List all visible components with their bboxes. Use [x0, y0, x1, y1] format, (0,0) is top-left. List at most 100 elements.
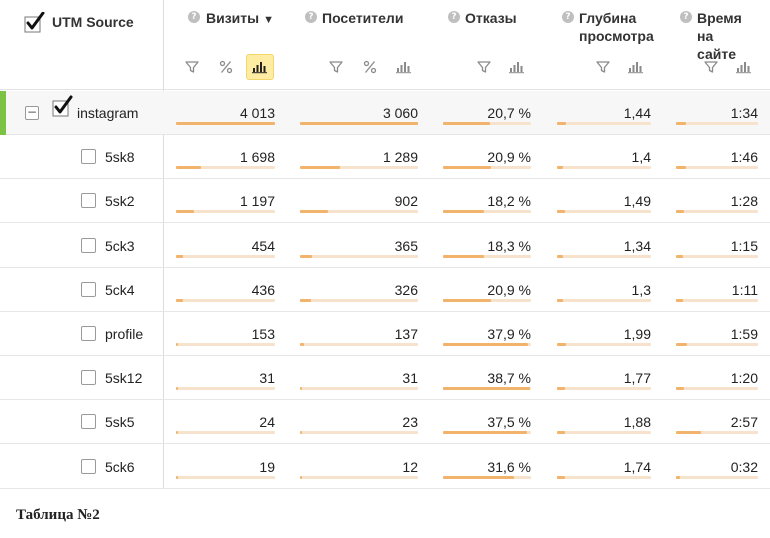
- bar-chart-icon[interactable]: [622, 54, 650, 80]
- utm-source-label[interactable]: 5ck4: [105, 282, 135, 298]
- row-checkbox[interactable]: [81, 370, 96, 385]
- metric-bar: [443, 387, 531, 390]
- row-checkbox[interactable]: [81, 326, 96, 341]
- metric-bar: [443, 343, 531, 346]
- metric-bar: [557, 255, 651, 258]
- sort-desc-icon[interactable]: ▼: [263, 14, 274, 26]
- percent-icon[interactable]: [212, 54, 240, 80]
- metric-value: 1,77: [623, 370, 651, 386]
- utm-source-label[interactable]: 5sk8: [105, 149, 135, 165]
- table-row[interactable]: 5sk8 1 698 1 289 20,9 % 1,4 1:46: [0, 135, 770, 179]
- table-row-group[interactable]: − instagram 4 013 3 060 20,7 % 1,44 1:34: [0, 91, 770, 135]
- column-title[interactable]: Отказы: [465, 9, 517, 27]
- filter-icon[interactable]: [697, 54, 725, 80]
- utm-source-label[interactable]: 5sk2: [105, 193, 135, 209]
- metric-bar: [176, 299, 275, 302]
- metric-bar: [300, 343, 418, 346]
- bar-chart-icon[interactable]: [730, 54, 758, 80]
- metric-value: 37,9 %: [487, 326, 531, 342]
- metric-bar: [557, 476, 651, 479]
- percent-icon[interactable]: [356, 54, 384, 80]
- metric-cell: 365: [300, 224, 418, 268]
- metric-bar-fill: [176, 343, 179, 346]
- filter-icon[interactable]: [178, 54, 206, 80]
- metric-cell: 0:32: [676, 445, 758, 489]
- metric-bar-fill: [676, 343, 688, 346]
- table-row[interactable]: profile 153 137 37,9 % 1,99 1:59: [0, 312, 770, 356]
- utm-source-label[interactable]: instagram: [77, 105, 139, 121]
- metric-cell: 31: [300, 356, 418, 400]
- help-icon[interactable]: ?: [448, 11, 460, 23]
- help-icon[interactable]: ?: [680, 11, 692, 23]
- table-row[interactable]: 5sk12 31 31 38,7 % 1,77 1:20: [0, 356, 770, 400]
- metric-bar-fill: [443, 387, 531, 390]
- filter-icon[interactable]: [589, 54, 617, 80]
- column-title[interactable]: Время на сайте: [697, 9, 742, 63]
- metric-bar: [176, 255, 275, 258]
- metric-cell: 454: [176, 224, 275, 268]
- utm-source-label[interactable]: 5ck6: [105, 459, 135, 475]
- table-row[interactable]: 5ck4 436 326 20,9 % 1,3 1:11: [0, 268, 770, 312]
- column-title-line: Визиты ▼: [206, 10, 274, 26]
- utm-source-title[interactable]: UTM Source: [52, 14, 134, 30]
- utm-source-label[interactable]: 5sk12: [105, 370, 143, 386]
- metric-value: 365: [394, 238, 418, 254]
- bar-chart-icon[interactable]: [503, 54, 531, 80]
- bar-chart-icon[interactable]: [390, 54, 418, 80]
- metric-value: 0:32: [730, 459, 758, 475]
- metric-bar-fill: [443, 343, 529, 346]
- row-checkbox[interactable]: [81, 282, 96, 297]
- metric-bar-fill: [443, 299, 491, 302]
- table-row[interactable]: 5sk2 1 197 902 18,2 % 1,49 1:28: [0, 179, 770, 223]
- metric-cell: 1:59: [676, 312, 758, 356]
- utm-source-label[interactable]: profile: [105, 326, 144, 342]
- metric-value: 1,74: [623, 459, 651, 475]
- metric-cell: 37,9 %: [443, 312, 531, 356]
- metric-cell: 436: [176, 268, 275, 312]
- metric-cell: 31: [176, 356, 275, 400]
- metric-cell: 1 289: [300, 135, 418, 179]
- utm-source-label[interactable]: 5sk5: [105, 414, 135, 430]
- metric-bar: [676, 166, 758, 169]
- metric-bar: [676, 343, 758, 346]
- row-checkbox[interactable]: [81, 414, 96, 429]
- column-title[interactable]: Посетители: [322, 9, 403, 27]
- metric-cell: 1 698: [176, 135, 275, 179]
- metric-bar: [443, 255, 531, 258]
- help-icon[interactable]: ?: [562, 11, 574, 23]
- metric-value: 37,5 %: [487, 414, 531, 430]
- column-title[interactable]: Глубина просмотра: [579, 9, 654, 45]
- bar-chart-icon[interactable]: [246, 54, 274, 80]
- row-checkbox[interactable]: [81, 238, 96, 253]
- table-caption: Таблица №2: [16, 507, 100, 523]
- metric-bar-fill: [300, 122, 418, 125]
- metric-bar-fill: [557, 210, 565, 213]
- select-all-checkbox[interactable]: [24, 11, 46, 39]
- metric-value: 1,34: [623, 238, 651, 254]
- column-title-line: Глубина: [579, 10, 637, 26]
- metric-bar-fill: [676, 476, 681, 479]
- utm-source-label[interactable]: 5ck3: [105, 238, 135, 254]
- row-checkbox[interactable]: [81, 193, 96, 208]
- metric-cell: 3 060: [300, 91, 418, 135]
- help-icon[interactable]: ?: [188, 11, 200, 23]
- row-checkbox[interactable]: [81, 149, 96, 164]
- filter-icon[interactable]: [322, 54, 350, 80]
- table-row[interactable]: 5ck3 454 365 18,3 % 1,34 1:15: [0, 224, 770, 268]
- filter-icon[interactable]: [470, 54, 498, 80]
- metric-bar: [676, 122, 758, 125]
- table-row[interactable]: 5ck6 19 12 31,6 % 1,74 0:32: [0, 445, 770, 489]
- metric-value: 1:28: [730, 193, 758, 209]
- metric-bar: [300, 387, 418, 390]
- table-header: UTM Source ? Визиты ▼? Посетители? Отказы? Гл…: [0, 0, 770, 90]
- metric-cell: 153: [176, 312, 275, 356]
- row-checkbox-checked[interactable]: [52, 95, 74, 122]
- column-title[interactable]: Визиты ▼: [206, 9, 274, 29]
- metric-bar: [557, 166, 651, 169]
- collapse-icon[interactable]: −: [25, 105, 39, 120]
- table-row[interactable]: 5sk5 24 23 37,5 % 1,88 2:57: [0, 400, 770, 444]
- row-checkbox[interactable]: [81, 459, 96, 474]
- metric-value: 12: [402, 459, 418, 475]
- help-icon[interactable]: ?: [305, 11, 317, 23]
- selected-row-marker: [0, 91, 6, 135]
